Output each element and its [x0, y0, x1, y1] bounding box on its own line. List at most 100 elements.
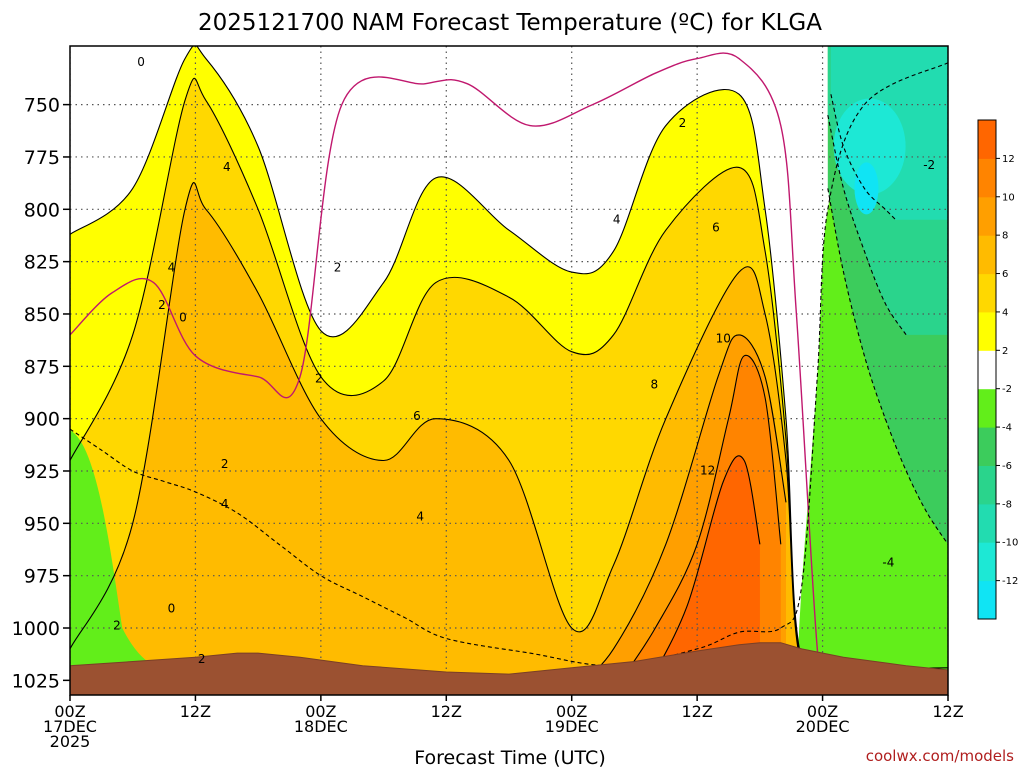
contour-label: 2 — [315, 371, 323, 385]
colorbar-label: -8 — [1002, 499, 1012, 510]
contour-label: 8 — [650, 378, 658, 392]
plot-frame — [69, 45, 949, 696]
colorbar-swatch — [978, 465, 996, 505]
contour-line-6 — [70, 182, 948, 685]
band-above-12 — [644, 455, 760, 695]
contour-label: 6 — [413, 409, 421, 423]
colorbar-frame — [977, 119, 997, 620]
x-tick-label: 2025 — [50, 732, 91, 751]
x-tick-label: 19DEC — [545, 717, 599, 736]
y-tick-label: 800 — [24, 199, 60, 221]
temperature-fields — [70, 46, 948, 695]
x-tick-label: 00Z — [556, 702, 587, 721]
contour-line-12 — [644, 455, 761, 692]
y-tick-label: 750 — [24, 95, 60, 117]
contour-label: 2 — [334, 260, 342, 274]
x-tick-label: 20DEC — [796, 717, 850, 736]
grid-lines — [70, 46, 948, 695]
y-tick-label: 925 — [24, 461, 60, 483]
contour-lines — [70, 46, 948, 692]
credit-text: coolwx.com/models — [866, 747, 1014, 765]
x-tick-label: 12Z — [932, 702, 963, 721]
colorbar-swatch — [978, 273, 996, 313]
y-tick-label: 900 — [24, 409, 60, 431]
contour-label: 4 — [221, 497, 229, 511]
x-tick-label: 12Z — [681, 702, 712, 721]
colorbar-label: -6 — [1002, 461, 1012, 472]
y-tick-label: 850 — [24, 304, 60, 326]
colorbar-swatch — [978, 503, 996, 543]
contour-label: 2 — [679, 116, 687, 130]
contour-label: 12 — [700, 464, 715, 478]
colorbar-label: -12 — [1002, 576, 1018, 587]
contour-label: 4 — [416, 510, 424, 524]
x-tick-label: 12Z — [180, 702, 211, 721]
terrain-surface — [69, 642, 949, 696]
contour-line-10 — [613, 354, 782, 692]
colorbar-swatch — [978, 196, 996, 236]
contour-line--8 — [830, 94, 897, 221]
contour-label: 10 — [716, 332, 731, 346]
contour-label: 2 — [158, 298, 166, 312]
contour-label: 6 — [712, 221, 720, 235]
contour-label: -4 — [882, 556, 894, 570]
contour-line--6 — [827, 114, 907, 336]
colorbar-label: 10 — [1002, 192, 1015, 203]
contour-label: -2 — [923, 158, 935, 172]
y-tick-label: 775 — [24, 147, 60, 169]
band-minus-10-to-minus-12 — [833, 98, 906, 195]
colorbar-swatch — [978, 120, 996, 159]
colorbar-label: -10 — [1002, 538, 1018, 549]
contour-label: 4 — [168, 260, 176, 274]
colorbar-label: 2 — [1002, 346, 1008, 357]
x-tick-label: 17DEC — [43, 717, 97, 736]
colorbar-swatch — [978, 388, 996, 428]
y-tick-label: 825 — [24, 252, 60, 274]
contour-label: 4 — [223, 160, 231, 174]
contour-line-0 — [70, 52, 948, 688]
contour-label: 0 — [179, 311, 187, 325]
contour-label: 2 — [221, 457, 229, 471]
x-tick-label: 00Z — [54, 702, 85, 721]
colorbar-label: -4 — [1002, 423, 1012, 434]
contour-label: 2 — [198, 652, 206, 666]
contour-label: 4 — [613, 212, 621, 226]
x-tick-label: 12Z — [431, 702, 462, 721]
colorbar-swatch — [978, 235, 996, 275]
colorbar-label: 12 — [1002, 154, 1015, 165]
cold-pocket-left — [70, 430, 154, 695]
contour-label: 0 — [137, 55, 145, 69]
colorbar-label: -2 — [1002, 384, 1012, 395]
colorbar-swatch — [978, 350, 996, 390]
chart-title: 2025121700 NAM Forecast Temperature (ºC)… — [198, 10, 822, 36]
colorbar-swatch — [978, 580, 996, 620]
x-tick-label: 00Z — [305, 702, 336, 721]
colorbar-swatch — [978, 158, 996, 198]
y-tick-label: 975 — [24, 566, 60, 588]
x-tick-label: 18DEC — [294, 717, 348, 736]
contour-line-4 — [70, 77, 948, 684]
colorbar-swatch — [978, 311, 996, 351]
contour-line-2 — [70, 46, 948, 681]
contour-label: 0 — [168, 602, 176, 616]
contour-line-8 — [571, 334, 787, 692]
x-axis-label: Forecast Time (UTC) — [414, 747, 605, 768]
colorbar-swatch — [978, 542, 996, 582]
colorbar-label: 6 — [1002, 269, 1008, 280]
y-tick-label: 1000 — [12, 618, 60, 640]
colorbar-label: 4 — [1002, 307, 1008, 318]
colorbar-legend: -12 -10 -8 -6 -4 -2 2 4 6 8 10 12 — [977, 119, 1018, 620]
y-tick-label: 875 — [24, 356, 60, 378]
band-below-minus-12 — [854, 162, 879, 215]
colorbar-label: 8 — [1002, 231, 1008, 242]
x-tick-label: 00Z — [807, 702, 838, 721]
y-tick-label: 1025 — [12, 670, 60, 692]
y-tick-label: 950 — [24, 513, 60, 535]
colorbar-swatch — [978, 427, 996, 466]
contour-line--4 — [827, 188, 948, 545]
y-axis: 750 775 800 825 850 875 900 925 950 975 1000 1025 — [12, 95, 70, 692]
